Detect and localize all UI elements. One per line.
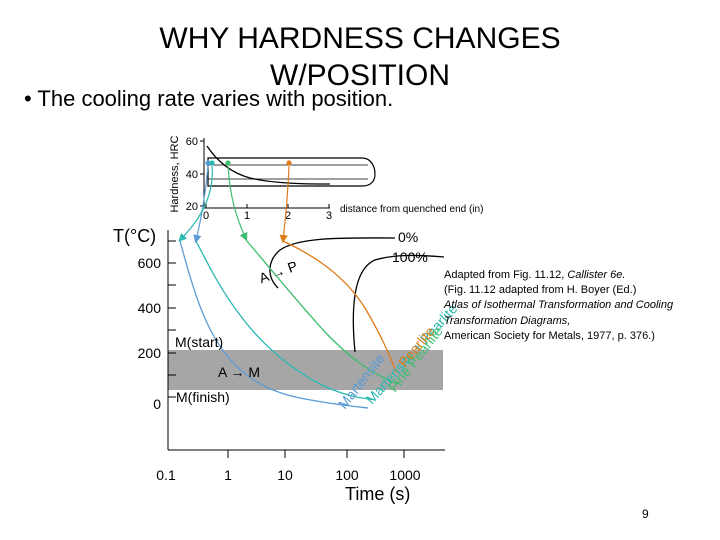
ttt-ytick-200: 200	[138, 345, 162, 361]
label-m-finish: M(finish)	[176, 389, 230, 405]
inset-xtick-3: 3	[326, 210, 332, 222]
slide-title-line-1: WHY HARDNESS CHANGES	[159, 22, 561, 55]
position-dot-blue	[205, 160, 211, 166]
ttt-xtick-10: 10	[277, 467, 293, 483]
label-0-percent: 0%	[398, 229, 418, 245]
curve-0-percent	[269, 237, 396, 289]
ttt-ytick-0: 0	[153, 396, 161, 412]
connector-arrows	[178, 165, 290, 244]
inset-xtick-2: 2	[285, 210, 291, 222]
inset-y-label: Hardness, HRC	[169, 135, 181, 212]
ttt-xtick-1: 1	[224, 467, 232, 483]
slide-title-line-2: W/POSITION	[270, 59, 450, 92]
position-dot-green	[225, 160, 231, 166]
ttt-ytick-600: 600	[138, 255, 162, 271]
jominy-bar	[207, 157, 376, 187]
ttt-xtick-100: 100	[335, 467, 359, 483]
ttt-ytick-400: 400	[138, 300, 162, 316]
inset-ytick-20: 20	[186, 201, 198, 213]
label-a-to-m: A → M	[218, 364, 260, 380]
label-100-percent: 100%	[392, 249, 428, 265]
caption-line3-italic: Atlas of Isothermal Transformation and C…	[444, 299, 674, 327]
inset-ytick-60: 60	[186, 136, 198, 148]
page-number: 9	[642, 507, 649, 521]
position-dot-orange	[286, 160, 292, 166]
ttt-xtick-1000: 1000	[389, 467, 420, 483]
caption-line1-italic: Callister 6e.	[567, 269, 626, 281]
cooling-curve-cyan	[195, 240, 377, 401]
bullet-text: • The cooling rate varies with position.	[24, 86, 394, 111]
inset-x-label: distance from quenched end (in)	[340, 204, 483, 215]
hardness-inset: 60 40 20 0 1 2 3 Hardness, HRC distance …	[169, 135, 483, 222]
caption-line1: Adapted from Fig. 11.12,	[444, 269, 568, 281]
ttt-y-label: T(°C)	[113, 226, 156, 246]
position-dot-cyan	[209, 160, 215, 166]
label-m-start: M(start)	[175, 334, 223, 350]
inset-ytick-40: 40	[186, 169, 198, 181]
caption-line2: (Fig. 11.12 adapted from H. Boyer (Ed.)	[444, 284, 637, 297]
inset-xtick-1: 1	[244, 210, 250, 222]
curve-100-percent	[352, 254, 445, 353]
cooling-curve-blue	[179, 240, 369, 409]
ttt-diagram: 600 400 200 0 0.1 1 10 100 1000 T(°C) Ti…	[113, 226, 461, 504]
cooling-curve-orange	[282, 240, 397, 373]
figure-caption: Adapted from Fig. 11.12, Callister 6e. (…	[444, 268, 676, 344]
ttt-xtick-0.1: 0.1	[156, 467, 176, 483]
label-a-to-p: A → P	[257, 258, 300, 287]
cooling-curve-green	[245, 239, 399, 385]
inset-xtick-0: 0	[203, 210, 209, 222]
caption-line4: American Society for Metals, 1977, p. 37…	[444, 329, 655, 342]
ttt-x-label: Time (s)	[345, 484, 410, 504]
